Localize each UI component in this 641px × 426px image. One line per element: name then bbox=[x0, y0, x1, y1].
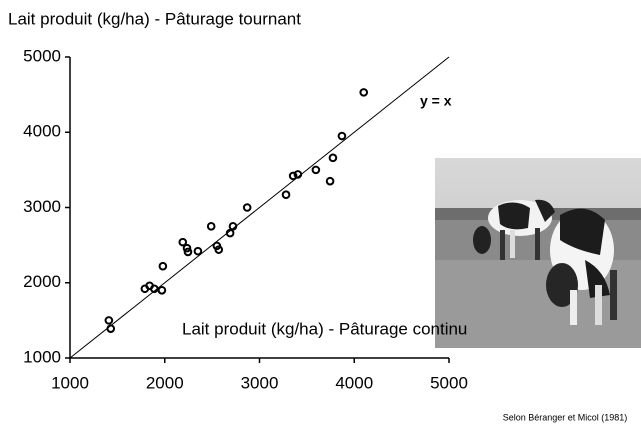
y-tick-label: 1000 bbox=[23, 347, 61, 366]
x-tick-label: 2000 bbox=[146, 373, 184, 392]
source: Selon Béranger et Micol (1981) bbox=[503, 412, 628, 422]
point bbox=[337, 131, 347, 141]
point bbox=[150, 284, 159, 294]
y-tick-label: 2000 bbox=[23, 272, 61, 291]
point bbox=[182, 243, 192, 253]
point bbox=[178, 237, 188, 247]
point bbox=[193, 246, 203, 256]
y-axis-title: Lait produit (kg/ha) - Pâturage tournant bbox=[8, 9, 301, 28]
point bbox=[242, 203, 252, 212]
point bbox=[228, 222, 238, 231]
point bbox=[359, 88, 369, 97]
y-tick-label: 3000 bbox=[23, 197, 61, 216]
point bbox=[214, 245, 224, 254]
point bbox=[325, 176, 335, 186]
x-tick-label: 5000 bbox=[430, 373, 468, 392]
x-tick-label: 1000 bbox=[51, 373, 89, 392]
point bbox=[106, 324, 116, 333]
photo-cows bbox=[435, 158, 641, 348]
y-tick-label: 5000 bbox=[23, 46, 61, 65]
reference-line bbox=[69, 56, 450, 359]
x-tick-label: 3000 bbox=[241, 373, 279, 392]
x-axis-title: Lait produit (kg/ha) - Pâturage continu bbox=[182, 319, 467, 338]
point bbox=[104, 316, 114, 325]
point bbox=[311, 165, 321, 175]
point bbox=[183, 247, 193, 257]
x-tick-label: 4000 bbox=[335, 373, 373, 392]
point bbox=[225, 228, 235, 238]
y-tick-label: 4000 bbox=[23, 122, 61, 141]
point bbox=[281, 190, 291, 200]
point bbox=[328, 153, 338, 163]
point bbox=[206, 222, 216, 231]
point bbox=[288, 171, 298, 181]
point bbox=[293, 170, 303, 179]
annotation: y = x bbox=[420, 93, 452, 109]
point bbox=[157, 285, 167, 295]
point bbox=[158, 261, 168, 271]
